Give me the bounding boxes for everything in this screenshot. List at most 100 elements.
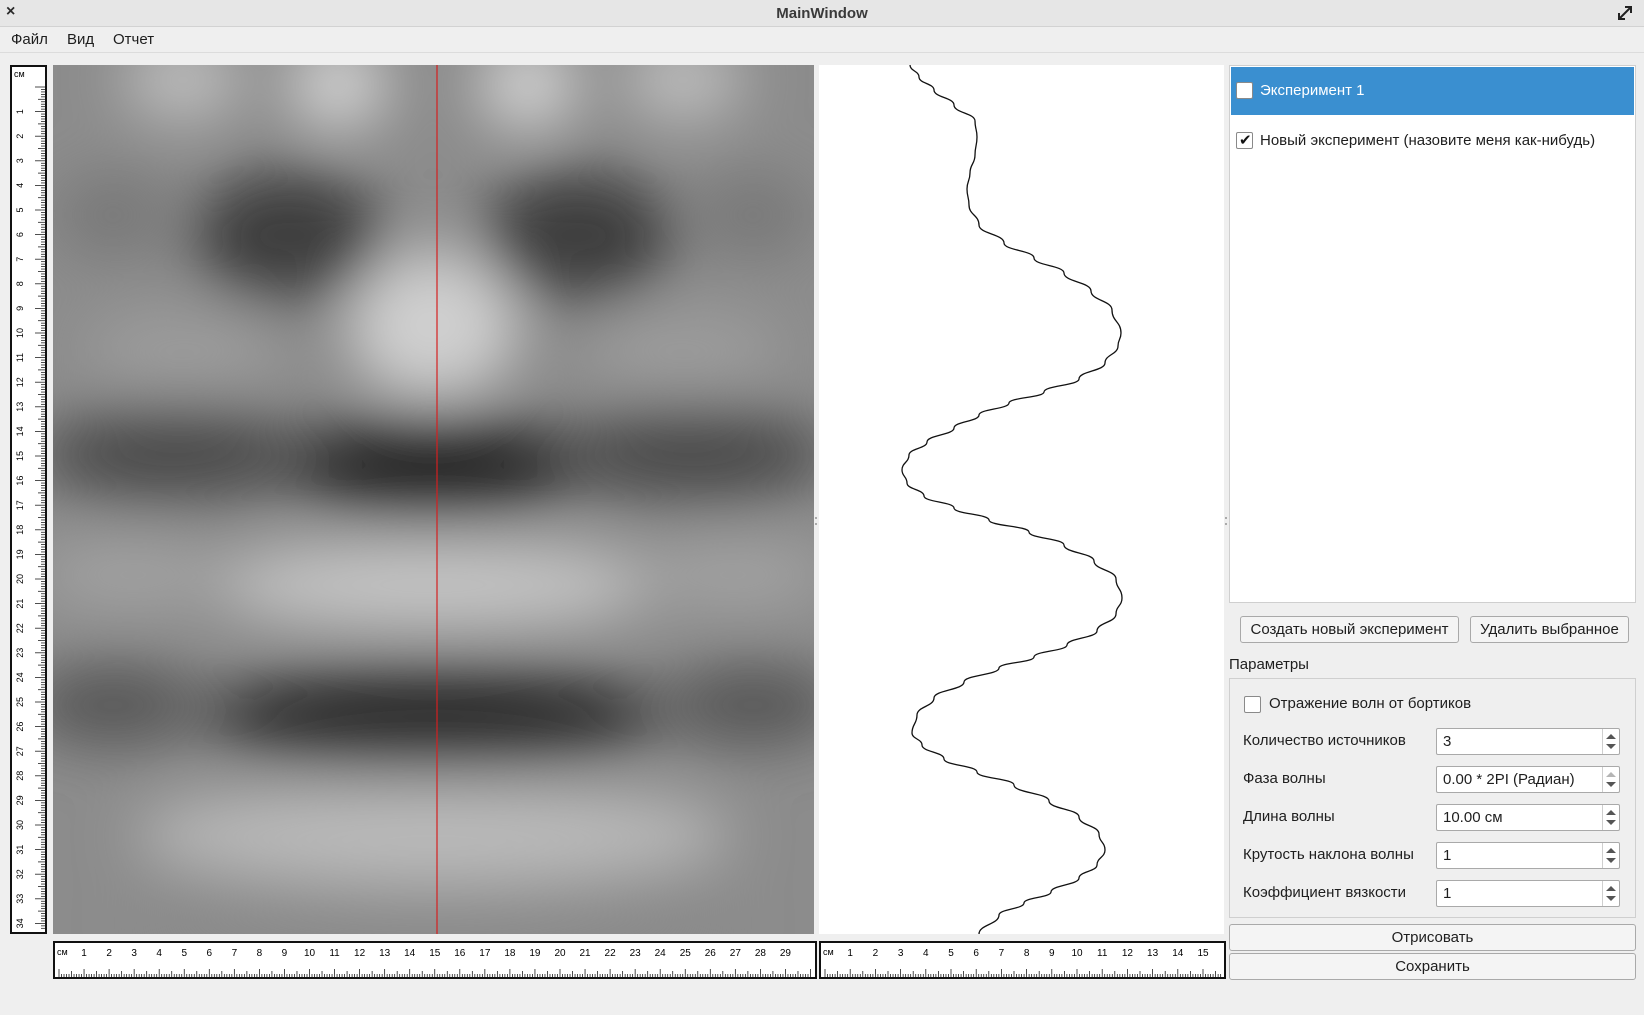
spin-up-icon[interactable] bbox=[1606, 734, 1616, 739]
wave-phase-spinbox[interactable]: 0.00 * 2PI (Радиан) bbox=[1436, 766, 1620, 793]
spin-down-icon[interactable] bbox=[1606, 744, 1616, 749]
ruler-tick-label: 15 bbox=[1197, 948, 1209, 959]
create-experiment-button[interactable]: Создать новый эксперимент bbox=[1240, 616, 1459, 643]
menu-file[interactable]: Файл bbox=[11, 31, 48, 48]
viscosity-spinbox[interactable]: 1 bbox=[1436, 880, 1620, 907]
ruler-tick-label: 28 bbox=[15, 771, 25, 781]
wave-steepness-label: Крутость наклона волны bbox=[1243, 846, 1414, 863]
profile-curve bbox=[901, 65, 1123, 934]
draw-button[interactable]: Отрисовать bbox=[1229, 924, 1636, 951]
spin-arrows bbox=[1602, 881, 1619, 906]
ruler-tick-label: 9 bbox=[282, 948, 288, 959]
spin-arrows bbox=[1602, 805, 1619, 830]
ruler-tick-label: 11 bbox=[329, 948, 340, 959]
ruler-tick-label: 26 bbox=[705, 948, 717, 959]
ruler-tick-label: 10 bbox=[1071, 948, 1083, 959]
horizontal-ruler-plot: см 1 2 3 4 5 6 7 8 9 10 11 12 13 14 15 bbox=[819, 941, 1226, 979]
ruler-tick-label: 2 bbox=[873, 948, 879, 959]
spin-arrows bbox=[1602, 843, 1619, 868]
wave-steepness-value: 1 bbox=[1443, 847, 1452, 864]
ruler-tick-label: 12 bbox=[15, 377, 25, 387]
ruler-tick-label: 1 bbox=[81, 948, 87, 959]
ruler-tick-label: 14 bbox=[15, 426, 25, 436]
ruler-tick-label: 12 bbox=[1122, 948, 1134, 959]
ruler-tick-label: 9 bbox=[15, 306, 25, 311]
ruler-tick-label: 31 bbox=[15, 845, 25, 855]
ruler-tick-label: 24 bbox=[655, 948, 667, 959]
ruler-tick-label: 2 bbox=[106, 948, 112, 959]
wave-field-view[interactable] bbox=[53, 65, 814, 934]
list-item-new-experiment[interactable]: ✔ Новый эксперимент (назовите меня как-н… bbox=[1231, 117, 1634, 165]
ruler-tick-label: 18 bbox=[15, 525, 25, 535]
wave-phase-value: 0.00 * 2PI (Радиан) bbox=[1443, 771, 1575, 788]
ruler-tick-label: 22 bbox=[15, 623, 25, 633]
menu-view[interactable]: Вид bbox=[67, 31, 95, 48]
ruler-tick-label: 22 bbox=[605, 948, 617, 959]
sources-count-label: Количество источников bbox=[1243, 732, 1406, 749]
ruler-tick-label: 7 bbox=[999, 948, 1005, 959]
ruler-tick-label: 1 bbox=[847, 948, 853, 959]
spin-down-icon[interactable] bbox=[1606, 820, 1616, 825]
splitter-handle[interactable] bbox=[1225, 517, 1227, 519]
ruler-tick-label: 4 bbox=[15, 183, 25, 188]
ruler-tick-label: 14 bbox=[1172, 948, 1184, 959]
save-button[interactable]: Сохранить bbox=[1229, 953, 1636, 980]
ruler-tick-label: 15 bbox=[429, 948, 441, 959]
spin-up-icon[interactable] bbox=[1606, 772, 1616, 777]
parameters-group: Отражение волн от бортиков Количество ис… bbox=[1229, 678, 1636, 918]
parameters-title: Параметры bbox=[1229, 656, 1309, 673]
spin-arrows bbox=[1602, 767, 1619, 792]
experiment-list[interactable]: Эксперимент 1 ✔ Новый эксперимент (назов… bbox=[1229, 65, 1636, 603]
ruler-tick-label: 27 bbox=[730, 948, 742, 959]
wave-steepness-spinbox[interactable]: 1 bbox=[1436, 842, 1620, 869]
ruler-tick-label: 21 bbox=[579, 948, 591, 959]
splitter-handle[interactable] bbox=[815, 523, 817, 525]
ruler-tick-label: 32 bbox=[15, 869, 25, 879]
ruler-tick-label: 8 bbox=[1024, 948, 1030, 959]
reflection-checkbox[interactable] bbox=[1244, 696, 1261, 713]
ruler-tick-label: 2 bbox=[15, 134, 25, 139]
spin-up-icon[interactable] bbox=[1606, 848, 1616, 853]
close-icon[interactable]: × bbox=[6, 3, 16, 20]
ruler-tick-label: 28 bbox=[755, 948, 767, 959]
ruler-tick-label: 5 bbox=[181, 948, 187, 959]
sources-count-spinbox[interactable]: 3 bbox=[1436, 728, 1620, 755]
spin-arrows bbox=[1602, 729, 1619, 754]
ruler-tick-label: 23 bbox=[630, 948, 642, 959]
ruler-tick-label: 3 bbox=[898, 948, 904, 959]
spin-up-icon[interactable] bbox=[1606, 886, 1616, 891]
delete-selected-button[interactable]: Удалить выбранное bbox=[1470, 616, 1629, 643]
experiment-1-checkbox[interactable] bbox=[1236, 82, 1253, 99]
ruler-tick-label: 6 bbox=[207, 948, 213, 959]
ruler-tick-label: 10 bbox=[15, 328, 25, 338]
wave-phase-label: Фаза волны bbox=[1243, 770, 1326, 787]
ruler-tick-label: 1 bbox=[15, 109, 25, 114]
ruler-tick-label: 34 bbox=[15, 918, 25, 928]
ruler-tick-label: 29 bbox=[780, 948, 792, 959]
spin-down-icon[interactable] bbox=[1606, 782, 1616, 787]
spin-up-icon[interactable] bbox=[1606, 810, 1616, 815]
viscosity-value: 1 bbox=[1443, 885, 1452, 902]
ruler-tick-label: 15 bbox=[15, 451, 25, 461]
spin-down-icon[interactable] bbox=[1606, 858, 1616, 863]
sources-count-value: 3 bbox=[1443, 733, 1452, 750]
splitter-handle[interactable] bbox=[1225, 523, 1227, 525]
ruler-tick-label: 18 bbox=[504, 948, 516, 959]
vertical-ruler: см 1 2 3 4 5 6 7 8 9 10 11 12 13 14 15 16 17 18 19 20 21 22 23 2… bbox=[10, 65, 47, 934]
maximize-icon[interactable] bbox=[1616, 4, 1634, 22]
wavelength-label: Длина волны bbox=[1243, 808, 1335, 825]
wavelength-spinbox[interactable]: 10.00 см bbox=[1436, 804, 1620, 831]
ruler-tick-label: 25 bbox=[15, 697, 25, 707]
spin-down-icon[interactable] bbox=[1606, 896, 1616, 901]
ruler-tick-label: 19 bbox=[15, 549, 25, 559]
menu-report[interactable]: Отчет bbox=[113, 31, 155, 48]
list-item-experiment-1[interactable]: Эксперимент 1 bbox=[1231, 67, 1634, 115]
viscosity-label: Коэффициент вязкости bbox=[1243, 884, 1407, 901]
splitter-handle[interactable] bbox=[815, 517, 817, 519]
ruler-tick-label: 20 bbox=[554, 948, 566, 959]
ruler-tick-label: 16 bbox=[15, 476, 25, 486]
ruler-tick-label: 10 bbox=[304, 948, 316, 959]
new-experiment-checkbox[interactable]: ✔ bbox=[1236, 132, 1253, 149]
wavelength-value: 10.00 см bbox=[1443, 809, 1503, 826]
wave-profile-plot bbox=[819, 65, 1224, 934]
